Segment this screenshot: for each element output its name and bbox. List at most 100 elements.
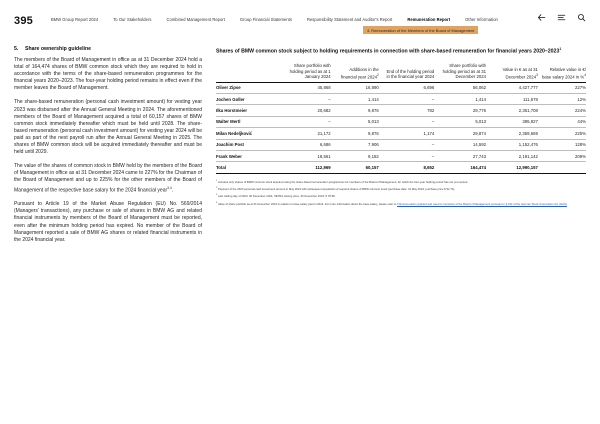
table-title: Shares of BMW common stock subject to ho… [216, 46, 586, 56]
table-header: Share portfolio with holding period as a… [216, 62, 586, 83]
cell-end-holding: – [378, 139, 435, 151]
row-name: Milan Nedeljković [216, 127, 279, 140]
cell-total-additions: 60,157 [330, 161, 379, 174]
cell-portfolio-dec: 1,414 [434, 93, 487, 106]
main-nav: BMW Group Report 2024 To Our Stakeholder… [51, 17, 527, 23]
table-title-text: Shares of BMW common stock subject to ho… [216, 48, 560, 55]
footnote-3: 3 Last trading day of 2024: 30 December … [216, 193, 586, 199]
back-arrow-icon[interactable] [537, 13, 546, 22]
share-ownership-table: Share portfolio with holding period as a… [216, 62, 586, 174]
col-header-value-footnote-ref: 3 [536, 72, 538, 77]
footnote-4-text: Value of share portfolio as at 31 Decemb… [217, 202, 398, 206]
section-heading: 5. Share ownership guideline [14, 46, 202, 53]
page-content: 5. Share ownership guideline The members… [0, 40, 600, 251]
col-header-end-holding: End of the holding period in the financi… [378, 62, 435, 83]
paragraph-value-of-shares-text: The value of the shares of common stock … [14, 163, 202, 194]
col-header-additions-text: Additions in the financial year 2024 [340, 67, 379, 80]
cell-relative-value: 224% [537, 104, 586, 117]
col-header-value-eur: Value in € as at 31 December 20243 [486, 62, 538, 83]
cell-relative-value: 225% [537, 127, 586, 140]
cell-portfolio-jan: 6,686 [278, 139, 331, 151]
nav-container: BMW Group Report 2024 To Our Stakeholder… [51, 17, 527, 34]
footnote-1: 1 Includes only shares of BMW common sto… [216, 179, 586, 185]
paragraph-managers-transactions: Pursuant to Article 19 of the Market Abu… [14, 201, 202, 243]
footnote-4: 4 Value of share portfolio as at 31 Dece… [216, 201, 586, 207]
table-row: Frank Weber 18,561 9,182 – 27,743 2,191,… [216, 150, 586, 163]
cell-end-holding: 782 [378, 104, 435, 117]
cell-portfolio-jan: 21,172 [278, 127, 331, 140]
footnote-3-text: Last trading day of 2024: 30 December 20… [217, 195, 336, 199]
row-name: Frank Weber [216, 150, 279, 163]
cell-portfolio-jan: – [278, 93, 331, 106]
col-header-additions: Additions in the financial year 20242 [330, 62, 379, 83]
cell-relative-value: 209% [537, 150, 586, 163]
cell-portfolio-dec: 29,776 [434, 104, 487, 117]
footnote-4-tail: . [566, 202, 568, 206]
cell-end-holding: 6,696 [378, 82, 435, 95]
col-header-value-eur-text: Value in € as at 31 December 2024 [502, 67, 538, 80]
top-navigation-bar: 395 BMW Group Report 2024 To Our Stakeho… [0, 0, 600, 40]
row-name: Oliver Zipse [216, 82, 279, 95]
cell-value-eur: 395,927 [486, 116, 538, 129]
nav-item-bmw-group-report[interactable]: BMW Group Report 2024 [50, 17, 99, 22]
paragraph-share-ownership-holdings: The members of the Board of Management i… [14, 57, 202, 92]
nav-item-remuneration-report[interactable]: Remuneration Report [407, 17, 451, 22]
row-name-total: Total [216, 161, 279, 174]
subnav-item-remuneration-of-board-members[interactable]: 4. Remuneration of the Members of the Bo… [362, 26, 479, 34]
cell-additions: 1,414 [330, 93, 379, 106]
col-header-name [216, 62, 279, 83]
footnote-ref-3-4: 3,4 [167, 185, 172, 190]
table-header-row: Share portfolio with holding period as a… [216, 62, 586, 83]
cell-additions: 9,182 [330, 150, 379, 163]
cell-additions: 16,890 [330, 82, 379, 95]
col-header-relative-value-text: Relative value in €/ base salary 2024 in… [541, 67, 586, 80]
col-header-portfolio-jan-text: Share portfolio with holding period as a… [289, 62, 331, 80]
cell-portfolio-jan: – [278, 116, 331, 129]
cell-relative-value: 227% [537, 82, 586, 95]
cell-end-holding: 1,174 [378, 127, 435, 140]
nav-item-combined-management-report[interactable]: Combined Management Report [166, 17, 225, 22]
cell-relative-value: 44% [537, 116, 586, 129]
cell-relative-value: 128% [537, 139, 586, 151]
table-body: Oliver Zipse 45,868 16,890 6,696 56,062 … [216, 82, 586, 174]
col-header-relative-value: Relative value in €/ base salary 2024 in… [537, 62, 586, 83]
cell-end-holding: – [378, 93, 435, 106]
cell-end-holding: – [378, 116, 435, 129]
footnote-4-link[interactable]: 3 Remuneration granted and owed to membe… [397, 202, 567, 206]
row-name: Jochen Goller [216, 93, 279, 106]
col-header-portfolio-jan: Share portfolio with holding period as a… [278, 62, 331, 83]
col-header-additions-footnote-ref: 2 [377, 72, 379, 77]
table-row: Walter Mertl – 5,013 – 5,013 395,927 44% [216, 116, 586, 129]
paragraph-share-based-remuneration: The share-based remuneration (personal c… [14, 99, 202, 156]
right-table-column: Shares of BMW common stock subject to ho… [216, 46, 586, 251]
cell-portfolio-jan: 20,682 [278, 104, 331, 117]
cell-additions: 9,876 [330, 104, 379, 117]
page-number: 395 [14, 15, 33, 27]
table-total-row: Total 112,969 60,157 8,652 164,474 12,99… [216, 161, 586, 174]
table-row: Ilka Horstmeier 20,682 9,876 782 29,776 … [216, 104, 586, 117]
cell-value-eur: 2,359,669 [486, 127, 538, 140]
cell-portfolio-jan: 45,868 [278, 82, 331, 95]
section-title: Share ownership guideline [25, 46, 92, 52]
search-icon[interactable] [577, 13, 586, 22]
footnote-1-text: Includes only shares of BMW common stock… [217, 180, 469, 184]
left-text-column: 5. Share ownership guideline The members… [14, 46, 202, 251]
table-footnotes: 1 Includes only shares of BMW common sto… [216, 179, 586, 207]
cell-total-portfolio-dec: 164,474 [434, 161, 487, 174]
nav-item-group-financial-statements[interactable]: Group Financial Statements [239, 17, 292, 22]
nav-item-other-information[interactable]: Other Information [465, 17, 498, 22]
table-row: Oliver Zipse 45,868 16,890 6,696 56,062 … [216, 82, 586, 95]
section-number: 5. [14, 46, 19, 52]
cell-total-end-holding: 8,652 [378, 161, 435, 174]
menu-icon[interactable] [557, 13, 566, 22]
toolbar-icons [537, 13, 586, 22]
row-name: Ilka Horstmeier [216, 104, 279, 117]
nav-item-to-our-stakeholders[interactable]: To Our Stakeholders [113, 17, 152, 22]
paragraph-value-of-shares: The value of the shares of common stock … [14, 163, 202, 194]
col-header-portfolio-dec-text: Share portfolio with holding period as a… [442, 62, 487, 80]
row-name: Walter Mertl [216, 116, 279, 129]
nav-item-responsibility-statement[interactable]: Responsibility Statement and Auditor's R… [306, 17, 393, 22]
cell-end-holding: – [378, 150, 435, 163]
footnote-2: 2 Payment of the 2023 personal cash inve… [216, 186, 586, 192]
table-row: Joachim Post 6,686 7,906 – 14,592 1,152,… [216, 139, 586, 151]
